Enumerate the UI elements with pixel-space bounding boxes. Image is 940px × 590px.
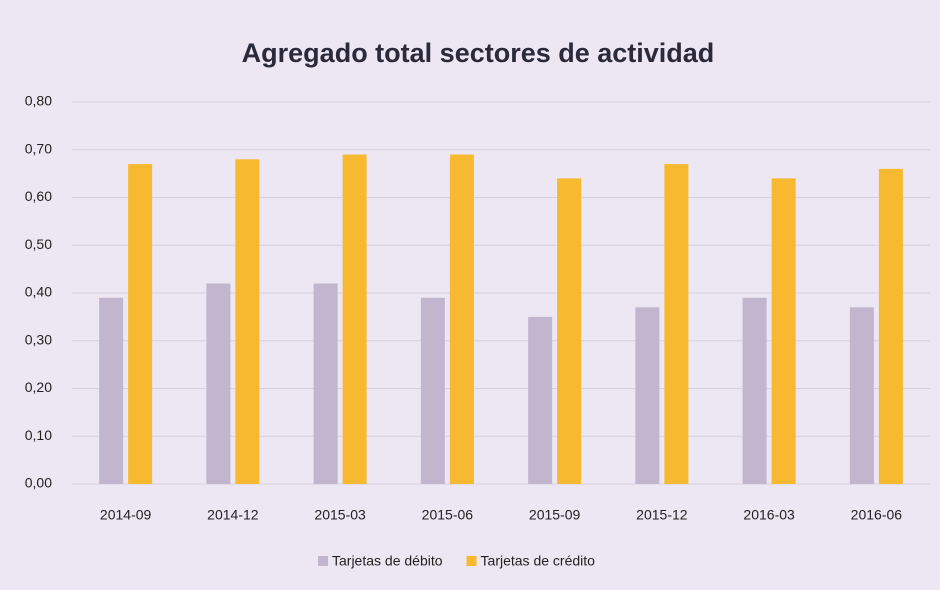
- y-tick-label: 0,80: [25, 93, 52, 109]
- y-tick-label: 0,10: [25, 427, 52, 443]
- x-tick-label: 2014-09: [100, 507, 152, 523]
- x-tick-label: 2015-03: [314, 507, 366, 523]
- y-tick-label: 0,70: [25, 140, 52, 156]
- x-tick-label: 2015-06: [422, 507, 474, 523]
- x-tick-label: 2015-09: [529, 507, 581, 523]
- legend-swatch: [466, 556, 477, 566]
- bar: [313, 283, 338, 484]
- bar: [235, 159, 260, 485]
- bar: [342, 154, 367, 484]
- bar: [878, 168, 903, 484]
- x-tick-label: 2014-12: [207, 507, 259, 523]
- y-tick-label: 0,20: [25, 379, 52, 395]
- y-tick-label: 0,60: [25, 188, 52, 204]
- legend-label: Tarjetas de débito: [332, 553, 443, 569]
- chart-title: Agregado total sectores de actividad: [242, 38, 715, 68]
- y-tick-label: 0,50: [25, 236, 52, 252]
- x-tick-label: 2015-12: [636, 507, 688, 523]
- bar: [635, 307, 660, 484]
- y-tick-label: 0,40: [25, 284, 52, 300]
- bar: [849, 307, 874, 484]
- bar: [449, 154, 474, 484]
- bar: [771, 178, 796, 484]
- bar: [99, 297, 124, 484]
- y-tick-label: 0,00: [25, 475, 52, 491]
- legend-label: Tarjetas de crédito: [481, 553, 596, 569]
- bar: [420, 297, 445, 484]
- legend-swatch: [318, 556, 328, 566]
- x-tick-label: 2016-03: [743, 507, 795, 523]
- bar: [742, 297, 767, 484]
- bar: [128, 164, 153, 484]
- x-tick-label: 2016-06: [851, 507, 903, 523]
- y-tick-label: 0,30: [25, 331, 52, 347]
- bar: [206, 283, 231, 484]
- bar: [528, 316, 553, 484]
- bar: [664, 164, 689, 484]
- bar: [557, 178, 582, 484]
